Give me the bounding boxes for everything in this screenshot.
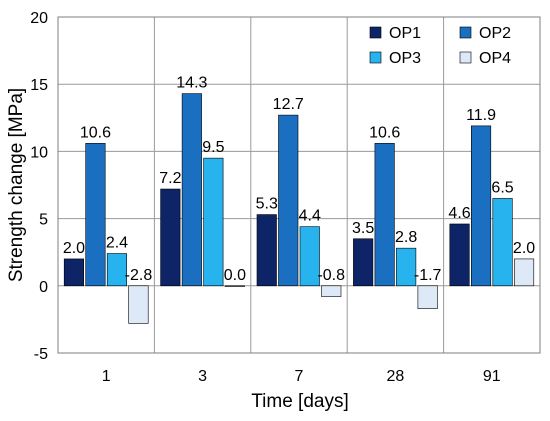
bar-op4-day-7 [321, 285, 342, 297]
bar-op1-day-28 [353, 238, 374, 287]
x-tick-label: 28 [387, 368, 405, 385]
bar-op2-day-3 [181, 93, 202, 287]
legend-label: OP3 [389, 50, 421, 67]
data-label: 10.6 [80, 124, 111, 141]
x-axis-title: Time [days] [251, 391, 349, 412]
data-label: 7.2 [159, 170, 181, 187]
bar-op4-day-1 [128, 285, 149, 324]
legend-label: OP2 [479, 25, 511, 42]
data-label: 4.4 [299, 208, 321, 225]
y-axis-title: Strength change [MPa] [6, 88, 27, 282]
y-tick-label: 10 [30, 144, 48, 161]
x-tick-label: 3 [198, 368, 207, 385]
bar-op3-day-91 [492, 198, 513, 287]
x-axis-tick-labels: 1 3 7 28 91 [102, 368, 501, 385]
bar-op1-day-7 [256, 214, 277, 287]
x-tick-label: 7 [295, 368, 304, 385]
bar-op3-day-3 [203, 157, 224, 287]
bar-op4-day-3 [224, 285, 245, 287]
x-tick-label: 1 [102, 368, 111, 385]
y-axis-tick-labels: -5 0 5 10 15 20 [30, 10, 48, 363]
bar-op2-day-1 [85, 143, 106, 287]
bars [63, 93, 535, 324]
data-label: 3.5 [352, 220, 374, 237]
legend: OP1 OP2 OP3 OP4 [369, 25, 511, 67]
data-label: -1.7 [414, 267, 442, 284]
legend-swatch-op4 [459, 51, 472, 64]
data-label: 12.7 [273, 96, 304, 113]
bar-op1-day-91 [449, 223, 470, 287]
bar-op3-day-1 [106, 253, 127, 287]
legend-swatch-op1 [369, 26, 382, 39]
bar-op3-day-7 [299, 226, 320, 287]
y-tick-label: 15 [30, 77, 48, 94]
bar-op2-day-7 [278, 114, 299, 287]
bar-op4-day-28 [417, 285, 438, 309]
data-label: 2.8 [395, 229, 417, 246]
bar-op1-day-1 [63, 258, 84, 287]
x-tick-label: 91 [483, 368, 501, 385]
data-labels: 2.0 10.6 2.4 -2.8 7.2 14.3 9.5 0.0 5.3 12.7 4.4 -0.… [63, 75, 535, 284]
data-label: 2.0 [63, 240, 85, 257]
data-label: 9.5 [202, 139, 224, 156]
y-tick-label: 0 [39, 279, 48, 296]
bar-op1-day-3 [160, 188, 181, 287]
data-label: -2.8 [125, 267, 153, 284]
bar-op4-day-91 [513, 258, 535, 287]
bar-op2-day-28 [374, 143, 395, 287]
data-label: -0.8 [317, 267, 345, 284]
data-label: 4.6 [448, 205, 470, 222]
data-label: 11.9 [466, 107, 496, 124]
data-label: 0.0 [224, 267, 246, 284]
data-label: 5.3 [256, 196, 278, 213]
plot-frame [57, 16, 541, 354]
data-label: 14.3 [176, 75, 207, 92]
y-tick-label: 5 [39, 212, 48, 229]
y-tick-label: 20 [30, 10, 48, 27]
data-label: 2.0 [513, 240, 535, 257]
y-tick-label: -5 [34, 346, 48, 363]
data-label: 10.6 [369, 124, 400, 141]
data-label: 6.5 [491, 179, 513, 196]
bar-op2-day-91 [470, 125, 492, 287]
legend-swatch-op3 [369, 51, 382, 64]
legend-label: OP1 [389, 25, 421, 42]
legend-label: OP4 [479, 50, 511, 67]
data-label: 2.4 [106, 235, 128, 252]
bar-op3-day-28 [396, 247, 417, 287]
legend-swatch-op2 [459, 26, 472, 39]
